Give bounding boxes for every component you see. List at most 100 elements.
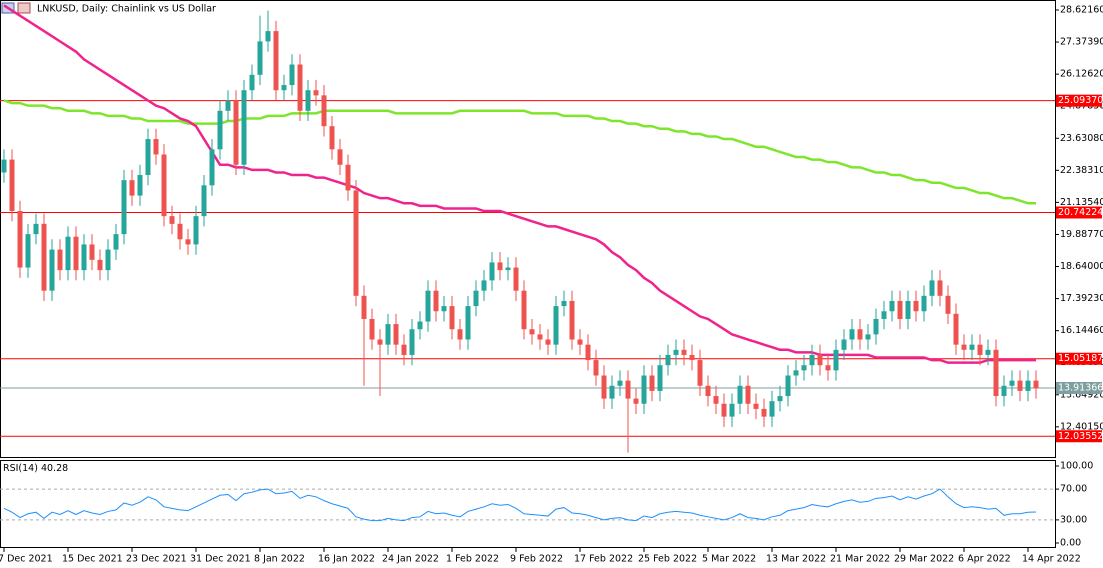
candle-body <box>569 300 575 340</box>
level-label: 13.91366 <box>1058 382 1103 393</box>
level-label: 25.09370 <box>1058 95 1103 106</box>
y-tick-label: 22.38310 <box>1060 165 1103 176</box>
candle-body <box>537 334 543 340</box>
candle-body <box>697 360 703 386</box>
candle-body <box>25 234 31 268</box>
candle-body <box>121 180 127 235</box>
candle-body <box>353 190 359 296</box>
candle-body <box>801 365 807 371</box>
level-label-box <box>1056 381 1102 394</box>
candle-body <box>521 290 527 330</box>
candle-body <box>721 403 727 417</box>
candle-body <box>609 385 615 399</box>
x-tick-label: 31 Dec 2021 <box>190 554 251 565</box>
candle-body <box>633 398 639 404</box>
y-tick-label: 30.00 <box>1060 514 1087 525</box>
candle-body <box>553 306 559 345</box>
candle-body <box>881 311 887 319</box>
candle-body <box>105 249 111 271</box>
icon <box>17 2 31 14</box>
candle-body <box>425 290 431 322</box>
candle-body <box>777 396 783 402</box>
candle-body <box>401 344 407 355</box>
candle-body <box>217 110 223 150</box>
candle-body <box>865 334 871 340</box>
candle-body <box>473 290 479 307</box>
y-tick-label: 26.12620 <box>1060 69 1103 80</box>
x-tick-label: 6 Apr 2022 <box>958 554 1011 565</box>
candle-body <box>793 370 799 376</box>
candle-body <box>369 318 375 340</box>
y-tick-label: 13.64920 <box>1060 389 1103 400</box>
rsi-name: RSI(14) <box>3 463 38 474</box>
y-tick-label: 27.37390 <box>1060 37 1103 48</box>
x-tick-label: 15 Dec 2021 <box>62 554 123 565</box>
candle-body <box>33 223 39 235</box>
candle-body <box>761 408 767 417</box>
x-tick-label: 21 Mar 2022 <box>830 554 890 565</box>
candle-body <box>305 90 311 111</box>
candle-body <box>329 126 335 150</box>
candle-body <box>753 403 759 409</box>
candle-body <box>393 324 399 345</box>
candle-body <box>673 349 679 355</box>
candle-body <box>97 259 103 271</box>
candle-body <box>737 385 743 404</box>
candle-body <box>457 329 463 340</box>
candle-body <box>649 375 655 391</box>
candle-body <box>241 90 247 165</box>
candle-body <box>745 385 751 404</box>
y-tick-label: 16.14460 <box>1060 325 1103 336</box>
x-tick-label: 7 Dec 2021 <box>0 554 53 565</box>
candle-body <box>585 344 591 361</box>
candle-body <box>873 318 879 335</box>
candle-body <box>153 139 159 155</box>
candle-body <box>137 175 143 196</box>
candle-body <box>641 375 647 404</box>
rsi-line <box>3 488 1037 522</box>
candle-body <box>233 100 239 165</box>
candle-body <box>513 267 519 291</box>
level-label-box <box>1056 430 1102 443</box>
candle-body <box>617 380 623 386</box>
candle-body <box>817 354 823 366</box>
candle-body <box>441 306 447 312</box>
candle-body <box>313 90 319 96</box>
y-tick-label: 70.00 <box>1060 484 1087 495</box>
candle-body <box>849 329 855 340</box>
x-tick-label: 24 Jan 2022 <box>382 554 439 565</box>
x-tick-label: 14 Apr 2022 <box>1022 554 1081 565</box>
candle-body <box>1033 380 1039 389</box>
candle-body <box>1 159 7 173</box>
candle-body <box>985 349 991 355</box>
candle-body <box>657 365 663 391</box>
candle-body <box>289 64 295 86</box>
x-tick-label: 17 Feb 2022 <box>574 554 633 565</box>
y-tick-label: 28.62160 <box>1060 4 1103 15</box>
candle-body <box>89 244 95 260</box>
candle-body <box>681 349 687 355</box>
x-tick-label: 9 Feb 2022 <box>510 554 563 565</box>
candle-body <box>1001 385 1007 397</box>
candle-body <box>825 365 831 371</box>
candle-body <box>129 180 135 196</box>
candle-body <box>625 380 631 399</box>
candle-body <box>57 249 63 271</box>
candle-body <box>841 339 847 350</box>
candle-body <box>409 329 415 355</box>
x-tick-label: 13 Mar 2022 <box>766 554 826 565</box>
candle-body <box>417 321 423 330</box>
candle-body <box>249 74 255 91</box>
candle-body <box>993 349 999 397</box>
x-tick-label: 25 Feb 2022 <box>638 554 697 565</box>
candle-body <box>161 154 167 217</box>
level-label-box <box>1056 206 1102 219</box>
candle-body <box>785 375 791 397</box>
candle-body <box>113 234 119 250</box>
candle-body <box>377 339 383 345</box>
rsi-value: 40.28 <box>41 463 68 474</box>
y-tick-label: 100.00 <box>1060 461 1093 472</box>
x-tick-label: 16 Jan 2022 <box>318 554 375 565</box>
level-label: 20.74224 <box>1058 207 1103 218</box>
